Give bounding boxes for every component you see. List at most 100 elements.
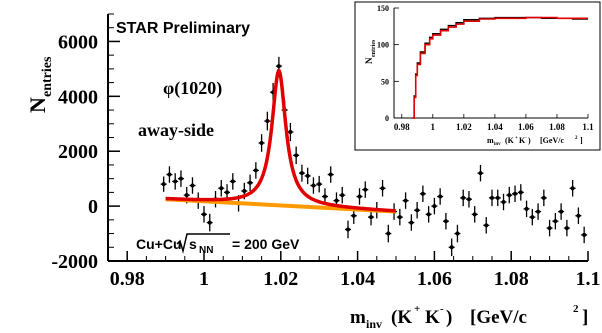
main-y-tick-label: 2000 — [58, 141, 98, 163]
main-x-label-sup-2: - — [440, 303, 444, 315]
inset-y-label-sub: entries — [371, 39, 377, 57]
inset-y-label-main: N — [364, 57, 374, 64]
data-point — [339, 186, 346, 204]
data-point — [471, 206, 478, 223]
main-y-tick-label: 6000 — [58, 31, 98, 53]
inset-x-tick-label: 1.04 — [487, 122, 503, 132]
main-x-label-rest-1: (K — [391, 307, 412, 328]
main-x-label-units-close: ] — [582, 307, 588, 328]
data-point — [356, 188, 363, 205]
data-point — [425, 206, 432, 223]
data-point — [552, 212, 559, 230]
inset-x-label-sup-1: + — [515, 136, 518, 141]
data-point — [362, 181, 369, 198]
data-point — [454, 224, 461, 243]
inset-plot: 0.98 1 1.02 1.04 1.06 1.08 1.1 0 50 100 150 N ent… — [354, 1, 601, 151]
inset-x-label-rest-2: K — [519, 136, 526, 145]
data-point — [506, 186, 513, 204]
data-point — [431, 197, 438, 215]
data-point — [494, 189, 501, 207]
data-point — [304, 167, 311, 185]
inset-y-tick-label: 150 — [377, 4, 389, 13]
preliminary-label: STAR Preliminary — [116, 20, 250, 37]
main-x-tick-label: 1.1 — [576, 268, 601, 290]
inset-x-tick-label: 0.98 — [394, 122, 410, 132]
inset-x-label-rest: (K — [505, 136, 515, 145]
inset-y-label: N entries — [364, 39, 377, 64]
data-point — [229, 173, 236, 190]
inset-x-tick-label: 1.1 — [582, 122, 594, 132]
data-point — [189, 177, 196, 194]
main-x-label-rest-3: ) — [446, 307, 452, 328]
data-point — [396, 208, 403, 226]
data-point — [264, 111, 271, 131]
data-point — [166, 166, 173, 183]
inset-y-tick-label: 100 — [377, 41, 389, 50]
inset-x-label-sup-2: - — [525, 136, 527, 141]
main-x-tick-label: 1 — [199, 268, 209, 290]
system-label-pre: Cu+Cu — [136, 236, 182, 252]
inset-frame — [354, 1, 601, 151]
main-x-tick-label: 1.02 — [263, 268, 298, 290]
main-x-tick-label: 0.98 — [110, 268, 145, 290]
system-label-sub: NN — [199, 245, 213, 256]
main-x-label-sup-1: + — [414, 303, 420, 315]
data-point — [575, 207, 582, 224]
data-point — [206, 213, 213, 232]
data-point — [535, 203, 542, 220]
main-x-tick-label: 1.08 — [494, 268, 529, 290]
inset-x-label-units-close: ] — [580, 136, 583, 145]
data-point — [419, 185, 426, 202]
data-point — [546, 219, 553, 237]
data-point — [558, 203, 565, 220]
main-x-label-units-sup: 2 — [573, 303, 579, 315]
data-point — [252, 162, 259, 179]
main-x-label-main: m — [350, 307, 366, 328]
main-y-label-main: N — [25, 97, 50, 113]
inset-y-tick-label: 0 — [385, 114, 389, 123]
data-point — [442, 212, 449, 230]
main-x-tick-label: 1.06 — [417, 268, 452, 290]
data-point — [437, 188, 444, 205]
data-point — [414, 201, 421, 219]
data-point — [258, 134, 265, 152]
data-point — [448, 238, 455, 257]
data-point — [540, 189, 547, 207]
data-point — [385, 224, 392, 243]
data-point — [483, 217, 490, 234]
data-point — [563, 219, 570, 237]
data-point — [160, 176, 167, 192]
main-x-label-rest-2: K — [425, 307, 440, 328]
data-point — [489, 189, 495, 207]
region-label: away-side — [138, 120, 214, 140]
inset-x-label-sub: inv — [494, 142, 501, 147]
main-x-label-sub: inv — [366, 317, 382, 331]
inset-x-label-rest-3: ) — [528, 136, 531, 145]
inset-y-tick-label: 50 — [381, 77, 389, 86]
fit-curve — [165, 69, 397, 213]
data-point — [465, 191, 472, 208]
data-point — [500, 193, 507, 211]
data-point — [517, 184, 524, 201]
sqrt-sign — [176, 233, 230, 254]
main-y-tick-label: 4000 — [58, 86, 98, 108]
system-label-sqrt: s — [189, 236, 197, 252]
main-y-label-sub: entries — [40, 56, 55, 97]
inset-x-tick-label: 1 — [431, 122, 436, 132]
data-point — [247, 174, 254, 192]
data-point — [477, 164, 484, 182]
data-point — [298, 164, 305, 182]
data-point — [569, 180, 576, 197]
main-x-tick-label: 1.04 — [340, 268, 375, 290]
data-point — [201, 206, 207, 223]
data-point — [402, 192, 409, 209]
data-point — [287, 122, 294, 142]
data-point — [316, 175, 323, 193]
main-y-label: N entries — [25, 56, 55, 113]
system-label: Cu+Cu s NN = 200 GeV — [136, 233, 300, 256]
system-label-post: = 200 GeV — [232, 236, 300, 252]
main-y-tick-label: -2000 — [51, 251, 98, 273]
inset-x-tick-label: 1.02 — [456, 122, 472, 132]
data-point — [379, 180, 386, 197]
